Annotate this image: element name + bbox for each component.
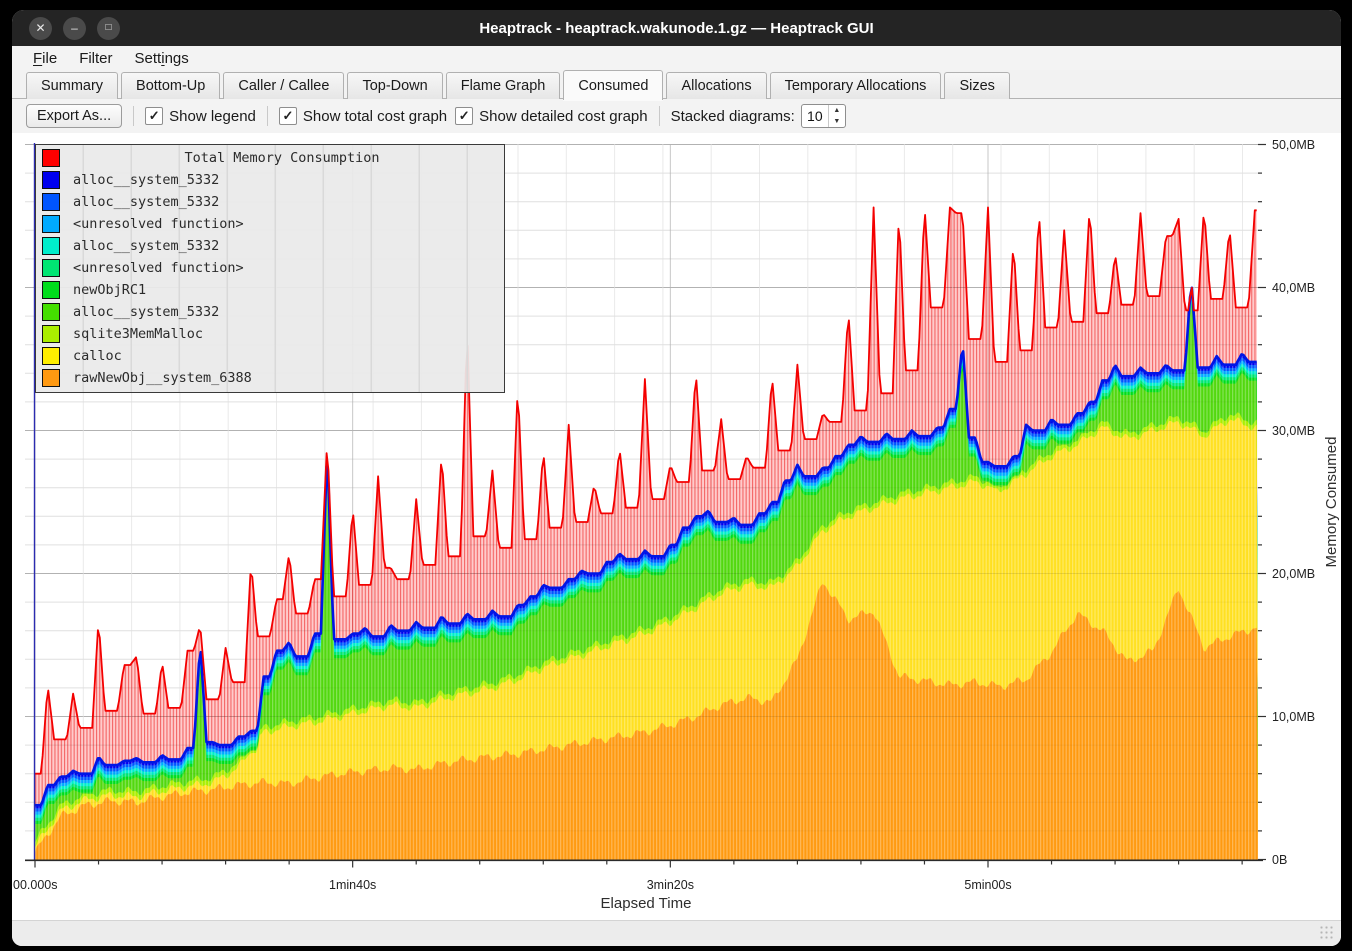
- checkbox-show-detailed-cost-graph[interactable]: ✓ Show detailed cost graph: [455, 107, 648, 125]
- close-icon: ✕: [35, 21, 46, 35]
- legend-swatch-icon: [42, 347, 60, 365]
- minimize-button[interactable]: –: [63, 16, 86, 40]
- checkbox-box[interactable]: ✓: [455, 107, 474, 125]
- legend-label: alloc__system_5332: [73, 194, 220, 210]
- legend-label: alloc__system_5332: [73, 304, 220, 320]
- svg-text:50,0MB: 50,0MB: [1272, 138, 1315, 152]
- svg-text:Memory Consumed: Memory Consumed: [1323, 437, 1340, 568]
- tabbar: Summary Bottom-Up Caller / Callee Top-Down F…: [12, 70, 1341, 100]
- tab-sizes[interactable]: Sizes: [944, 72, 1010, 99]
- svg-text:3min20s: 3min20s: [647, 878, 694, 892]
- tab-temporary-allocations[interactable]: Temporary Allocations: [769, 72, 942, 99]
- legend-swatch-icon: [42, 193, 60, 211]
- app-window: ✕ – □ Heaptrack - heaptrack.wakunode.1.g…: [12, 10, 1341, 946]
- legend-item: Total Memory Consumption: [36, 147, 504, 169]
- legend-label: sqlite3MemMalloc: [73, 326, 204, 342]
- legend-item: alloc__system_5332: [36, 191, 504, 213]
- spinner-up-icon[interactable]: ▲: [833, 107, 841, 114]
- status-strip: [12, 920, 1341, 946]
- legend-swatch-icon: [42, 171, 60, 189]
- tab-bottom-up[interactable]: Bottom-Up: [121, 72, 221, 99]
- tab-allocations[interactable]: Allocations: [666, 72, 767, 99]
- export-as-button[interactable]: Export As...: [26, 104, 123, 128]
- stacked-diagrams-value: 10: [807, 108, 823, 124]
- close-button[interactable]: ✕: [29, 16, 52, 40]
- checkbox-show-legend[interactable]: ✓ Show legend: [145, 107, 256, 125]
- legend-swatch-icon: [42, 325, 60, 343]
- tab-top-down[interactable]: Top-Down: [347, 72, 443, 99]
- legend-item: sqlite3MemMalloc: [36, 323, 504, 345]
- legend-item: rawNewObj__system_6388: [36, 367, 504, 389]
- legend-item: <unresolved function>: [36, 213, 504, 235]
- toolbar-separator: [133, 106, 135, 126]
- menu-item-settings[interactable]: Settings: [134, 49, 189, 67]
- maximize-button[interactable]: □: [97, 16, 120, 40]
- stacked-diagrams-label: Stacked diagrams:: [670, 107, 795, 125]
- legend-swatch-icon: [42, 259, 60, 277]
- toolbar-separator: [266, 106, 268, 126]
- svg-text:40,0MB: 40,0MB: [1272, 281, 1315, 295]
- svg-text:0B: 0B: [1272, 853, 1287, 867]
- titlebar: ✕ – □ Heaptrack - heaptrack.wakunode.1.g…: [12, 10, 1341, 46]
- checkbox-label: Show detailed cost graph: [479, 107, 648, 125]
- window-title: Heaptrack - heaptrack.wakunode.1.gz — He…: [479, 19, 874, 37]
- resize-grip-icon[interactable]: [1319, 925, 1335, 941]
- legend-swatch-icon: [42, 149, 60, 167]
- chart-panel: 00.000s 1min40s 3min20s 5min00s 0B 10,0MB 20,0…: [12, 133, 1341, 920]
- menu-item-file[interactable]: File: [33, 49, 58, 67]
- legend-label: Total Memory Consumption: [184, 150, 380, 166]
- checkbox-box[interactable]: ✓: [278, 107, 297, 125]
- toolbar: Export As... ✓ Show legend ✓ Show total cos…: [12, 99, 1341, 133]
- stacked-diagrams-spinner[interactable]: 10 ▲ ▼: [800, 104, 846, 128]
- legend-label: rawNewObj__system_6388: [73, 370, 252, 386]
- minimize-icon: –: [71, 21, 78, 35]
- svg-text:5min00s: 5min00s: [964, 878, 1011, 892]
- checkbox-show-total-cost-graph[interactable]: ✓ Show total cost graph: [278, 107, 448, 125]
- legend-label: calloc: [73, 348, 122, 364]
- legend-item: alloc__system_5332: [36, 301, 504, 323]
- legend-label: <unresolved function>: [73, 260, 244, 276]
- menubar: File Filter Settings: [12, 46, 1341, 70]
- legend-label: <unresolved function>: [73, 216, 244, 232]
- menu-item-filter[interactable]: Filter: [79, 49, 113, 67]
- checkbox-label: Show total cost graph: [302, 107, 448, 125]
- svg-text:20,0MB: 20,0MB: [1272, 567, 1315, 581]
- legend-item: <unresolved function>: [36, 257, 504, 279]
- svg-text:30,0MB: 30,0MB: [1272, 424, 1315, 438]
- legend-swatch-icon: [42, 215, 60, 233]
- legend-swatch-icon: [42, 303, 60, 321]
- svg-text:1min40s: 1min40s: [329, 878, 376, 892]
- legend-item: calloc: [36, 345, 504, 367]
- maximize-icon: □: [105, 22, 112, 33]
- svg-text:10,0MB: 10,0MB: [1272, 710, 1315, 724]
- spinner-down-icon[interactable]: ▼: [833, 118, 841, 125]
- tab-consumed[interactable]: Consumed: [563, 70, 664, 100]
- legend-item: alloc__system_5332: [36, 169, 504, 191]
- legend-swatch-icon: [42, 237, 60, 255]
- legend-label: alloc__system_5332: [73, 172, 220, 188]
- legend-swatch-icon: [42, 369, 60, 387]
- tab-summary[interactable]: Summary: [26, 72, 119, 99]
- tab-flame-graph[interactable]: Flame Graph: [445, 72, 561, 99]
- toolbar-separator: [658, 106, 660, 126]
- legend-swatch-icon: [42, 281, 60, 299]
- tab-caller-callee[interactable]: Caller / Callee: [223, 72, 345, 99]
- svg-text:Elapsed Time: Elapsed Time: [601, 895, 692, 912]
- checkbox-label: Show legend: [169, 107, 256, 125]
- svg-text:00.000s: 00.000s: [13, 878, 57, 892]
- legend-item: alloc__system_5332: [36, 235, 504, 257]
- chart-legend: Total Memory Consumption alloc__system_53…: [35, 144, 505, 393]
- legend-label: newObjRC1: [73, 282, 147, 298]
- checkbox-box[interactable]: ✓: [145, 107, 164, 125]
- legend-item: newObjRC1: [36, 279, 504, 301]
- legend-label: alloc__system_5332: [73, 238, 220, 254]
